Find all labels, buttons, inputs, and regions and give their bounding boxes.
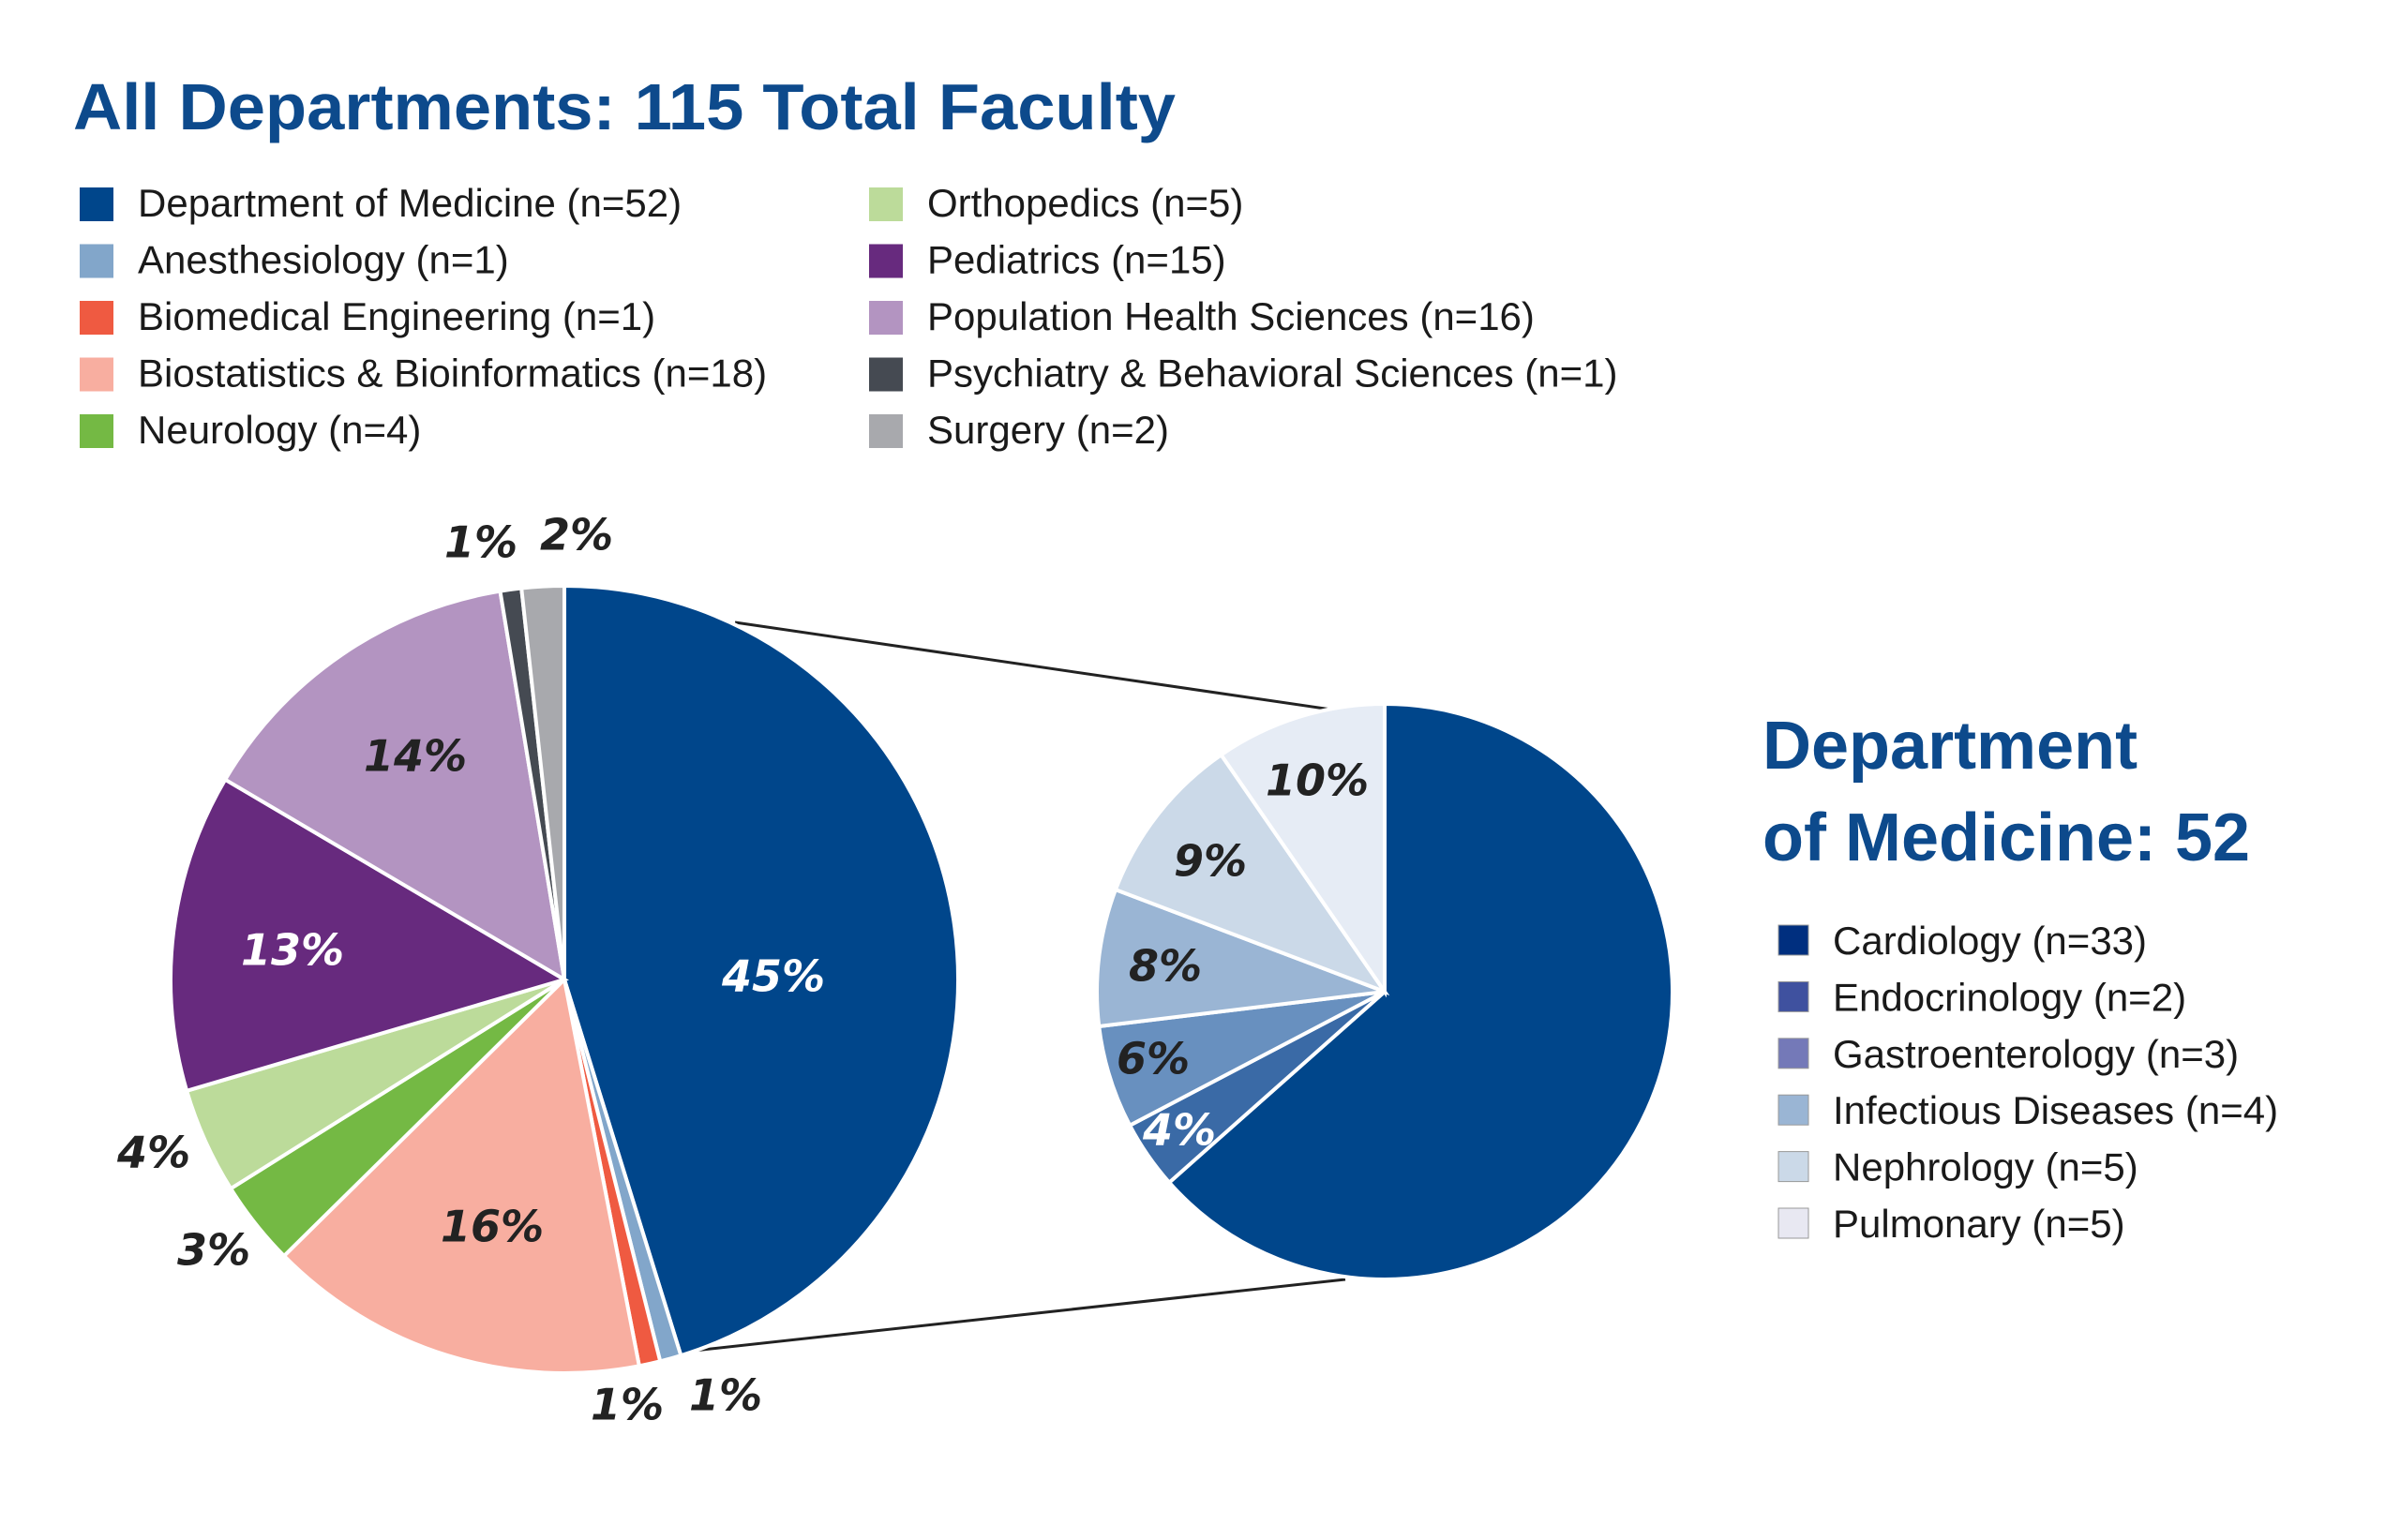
legend-label: Nephrology (n=5) <box>1833 1145 2138 1189</box>
data-label: 4% <box>1142 1105 1216 1156</box>
pie-slice <box>222 589 567 983</box>
data-label: 8% <box>1129 941 1202 992</box>
medicine-title-line1: Department <box>1762 709 2138 784</box>
pie-slice <box>1166 701 1674 1281</box>
legend-item: Endocrinology (n=2) <box>1778 975 2186 1019</box>
pie-slice <box>169 776 569 1094</box>
connector-line-top <box>734 620 1339 712</box>
legend-label: Surgery (n=2) <box>927 408 1169 452</box>
legend-all-departments: Department of Medicine (n=52) Anesthesiol… <box>80 181 1618 452</box>
legend-label: Population Health Sciences (n=16) <box>927 294 1535 338</box>
pie-slice <box>281 975 642 1375</box>
legend-swatch <box>869 414 903 448</box>
legend-swatch <box>1778 924 1809 956</box>
legend-swatch <box>1778 1038 1809 1069</box>
legend-swatch <box>869 301 903 335</box>
legend-label: Cardiology (n=33) <box>1833 919 2147 963</box>
legend-item: Anesthesiology (n=1) <box>80 238 509 282</box>
data-label: 1% <box>591 1380 664 1430</box>
legend-item: Population Health Sciences (n=16) <box>869 294 1535 338</box>
legend-swatch <box>80 301 113 335</box>
legend-swatch <box>80 244 113 278</box>
legend-label: Biomedical Engineering (n=1) <box>138 294 655 338</box>
legend-item: Cardiology (n=33) <box>1778 919 2147 963</box>
legend-label: Endocrinology (n=2) <box>1833 975 2186 1019</box>
pie-slice <box>1113 752 1390 996</box>
pie-slice <box>1095 887 1386 1029</box>
data-label: 10% <box>1266 755 1369 806</box>
legend-item: Neurology (n=4) <box>80 408 421 452</box>
data-label: 1% <box>689 1370 762 1421</box>
legend-item: Surgery (n=2) <box>869 408 1169 452</box>
legend-item: Infectious Diseases (n=4) <box>1778 1088 2278 1132</box>
legend-label: Biostatistics & Bioinformatics (n=18) <box>138 351 767 396</box>
data-label: 1% <box>444 517 518 568</box>
pie-department-of-medicine <box>1095 701 1674 1281</box>
connector-line-bottom <box>676 1278 1346 1354</box>
legend-swatch <box>1778 1207 1809 1239</box>
legend-swatch <box>869 244 903 278</box>
main-title: All Departments: 115 Total Faculty <box>73 70 1176 143</box>
pie-slice <box>1218 701 1387 998</box>
legend-label: Anesthesiology (n=1) <box>138 238 509 282</box>
legend-swatch <box>80 187 113 221</box>
legend-swatch <box>80 414 113 448</box>
legend-item: Pulmonary (n=5) <box>1778 1202 2125 1246</box>
legend-label: Psychiatry & Behavioral Sciences (n=1) <box>927 351 1618 396</box>
legend-swatch <box>869 357 903 392</box>
data-label: 9% <box>1174 836 1247 887</box>
legend-item: Department of Medicine (n=52) <box>80 181 682 225</box>
data-label: 4% <box>116 1128 190 1178</box>
pie-all-departments <box>169 583 960 1375</box>
pie-slice <box>518 583 566 980</box>
legend-item: Nephrology (n=5) <box>1778 1145 2138 1189</box>
legend-label: Neurology (n=4) <box>138 408 421 452</box>
legend-label: Pediatrics (n=15) <box>927 238 1226 282</box>
legend-item: Pediatrics (n=15) <box>869 238 1226 282</box>
legend-item: Biomedical Engineering (n=1) <box>80 294 655 338</box>
data-label: 14% <box>364 731 467 782</box>
legend-label: Orthopedics (n=5) <box>927 181 1243 225</box>
data-label: 6% <box>1117 1034 1190 1084</box>
legend-item: Psychiatry & Behavioral Sciences (n=1) <box>869 351 1618 396</box>
pie-medicine-labels: 4% 6% 8% 9% 10% <box>1117 755 1369 1156</box>
legend-label: Pulmonary (n=5) <box>1833 1202 2125 1246</box>
data-label: 2% <box>540 510 613 561</box>
legend-swatch <box>1778 980 1809 1012</box>
pie-slice <box>562 583 960 1358</box>
data-label: 16% <box>441 1202 544 1252</box>
legend-item: Gastroenterology (n=3) <box>1778 1032 2239 1076</box>
legend-label: Gastroenterology (n=3) <box>1833 1032 2239 1076</box>
legend-swatch <box>1778 1094 1809 1126</box>
data-label: 13% <box>241 925 344 976</box>
legend-swatch <box>869 187 903 221</box>
medicine-title-line2: of Medicine: 52 <box>1762 800 2250 875</box>
legend-swatch <box>1778 1151 1809 1183</box>
legend-label: Infectious Diseases (n=4) <box>1833 1088 2278 1132</box>
legend-swatch <box>80 357 113 392</box>
legend-department-of-medicine: Cardiology (n=33) Endocrinology (n=2) Gast… <box>1778 919 2278 1246</box>
legend-item: Orthopedics (n=5) <box>869 181 1243 225</box>
data-label: 3% <box>177 1225 250 1276</box>
data-label: 45% <box>721 951 825 1002</box>
pie-all-departments-labels: 45% 1% 1% 16% 3% 4% 13% 14% 1% 2% <box>116 510 825 1430</box>
legend-item: Biostatistics & Bioinformatics (n=18) <box>80 351 767 396</box>
legend-label: Department of Medicine (n=52) <box>138 181 682 225</box>
